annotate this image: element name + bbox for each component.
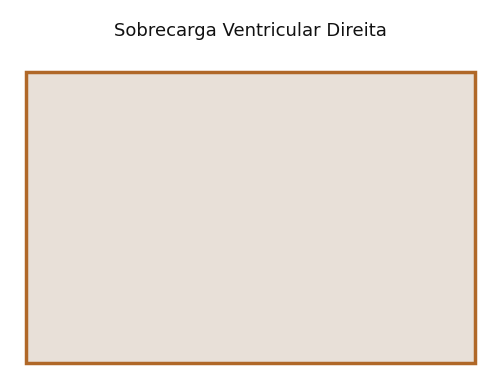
Text: V₂: V₂ [107,348,117,357]
Text: V₃: V₃ [181,348,191,357]
Text: V₄: V₄ [256,348,265,357]
Text: V₁: V₁ [33,348,42,357]
Text: VF: VF [404,202,415,211]
Text: V₅: V₅ [330,348,339,357]
Text: II: II [107,202,112,211]
Text: VL: VL [330,202,340,211]
Text: Sobrecarga Ventricular Direita: Sobrecarga Ventricular Direita [114,22,386,40]
Text: III: III [181,202,189,211]
Text: V₆: V₆ [404,348,413,357]
Text: I: I [33,202,35,211]
Text: VR: VR [256,202,268,211]
